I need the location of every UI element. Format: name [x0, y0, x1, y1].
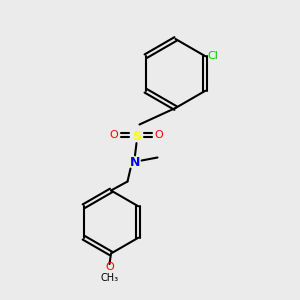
Text: O: O — [105, 262, 114, 272]
Text: O: O — [110, 130, 118, 140]
Text: Cl: Cl — [207, 51, 218, 61]
Text: O: O — [154, 130, 164, 140]
Text: N: N — [130, 155, 140, 169]
Text: CH₃: CH₃ — [100, 273, 118, 284]
Text: S: S — [132, 130, 141, 143]
